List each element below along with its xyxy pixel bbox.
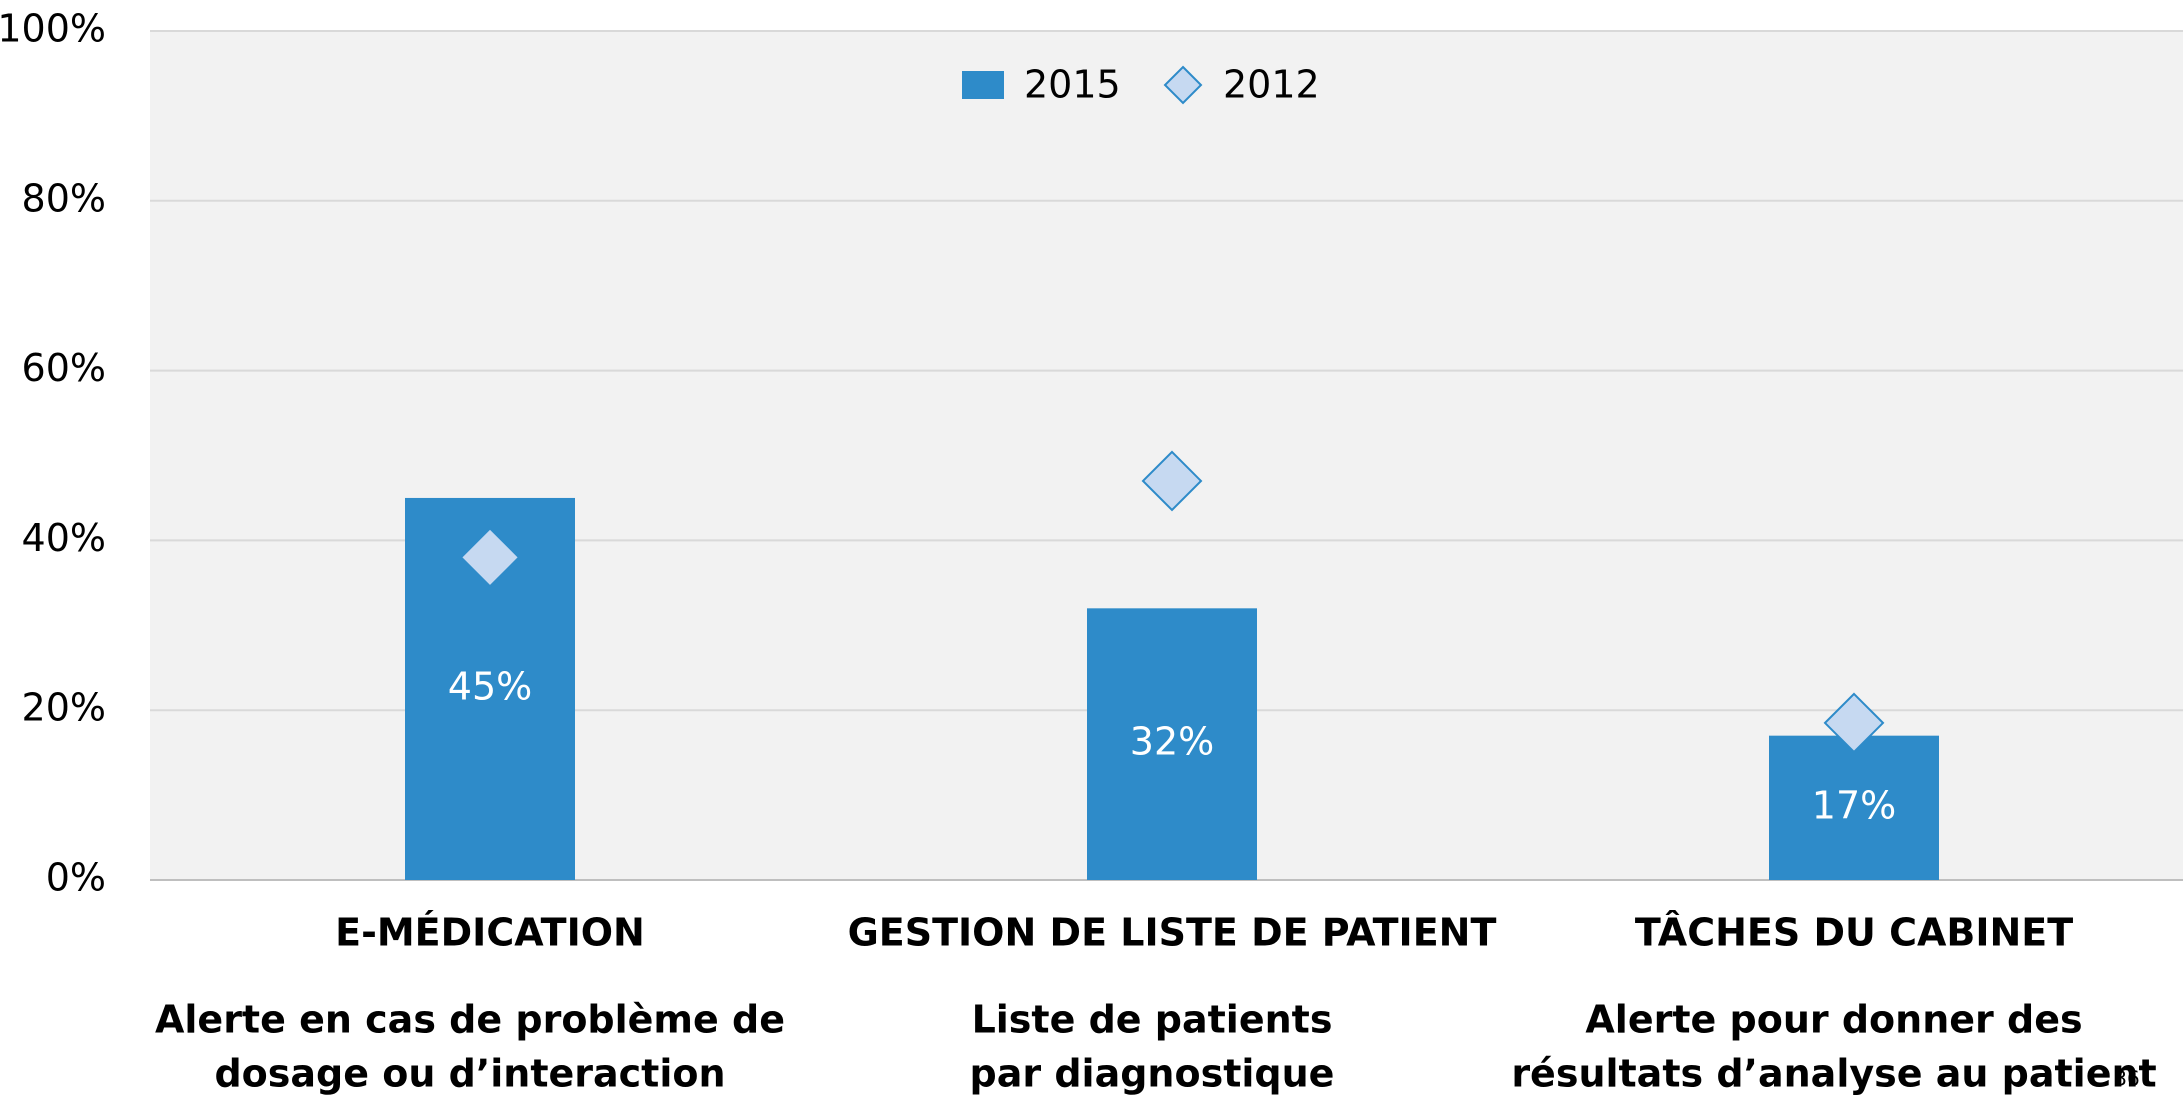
data-label: 45% (448, 664, 532, 708)
x-tick-label: GESTION DE LISTE DE PATIENT (848, 911, 1497, 955)
y-tick-label: 60% (22, 346, 106, 390)
bar (1087, 608, 1257, 880)
y-tick-label: 40% (22, 516, 106, 560)
category-subtitle: résultats d’analyse au patient (1511, 1052, 2156, 1096)
diamond-marker (1823, 692, 1885, 754)
legend-swatch (962, 71, 1004, 99)
y-tick-label: 100% (0, 7, 106, 51)
data-label: 17% (1812, 783, 1896, 827)
legend-swatch (1163, 65, 1203, 105)
legend-label: 2015 (1024, 63, 1121, 107)
category-subtitle: Alerte en cas de problème de (155, 998, 785, 1042)
x-tick-label: E-MÉDICATION (335, 911, 645, 955)
y-tick-label: 20% (22, 686, 106, 730)
x-tick-label: TÂCHES DU CABINET (1635, 911, 2073, 955)
legend-label: 2012 (1223, 63, 1320, 107)
category-subtitle: Liste de patients (972, 998, 1333, 1042)
y-tick-label: 80% (22, 176, 106, 220)
data-label: 32% (1130, 720, 1214, 764)
diamond-marker (459, 526, 521, 588)
bar (1769, 735, 1939, 880)
category-subtitle: dosage ou d’interaction (214, 1052, 725, 1096)
category-subtitle: Alerte pour donner des (1585, 998, 2082, 1042)
page-number: 36 (2114, 1067, 2139, 1091)
category-subtitle: par diagnostique (970, 1052, 1335, 1096)
y-tick-label: 0% (46, 856, 106, 900)
diamond-marker (1141, 450, 1203, 512)
